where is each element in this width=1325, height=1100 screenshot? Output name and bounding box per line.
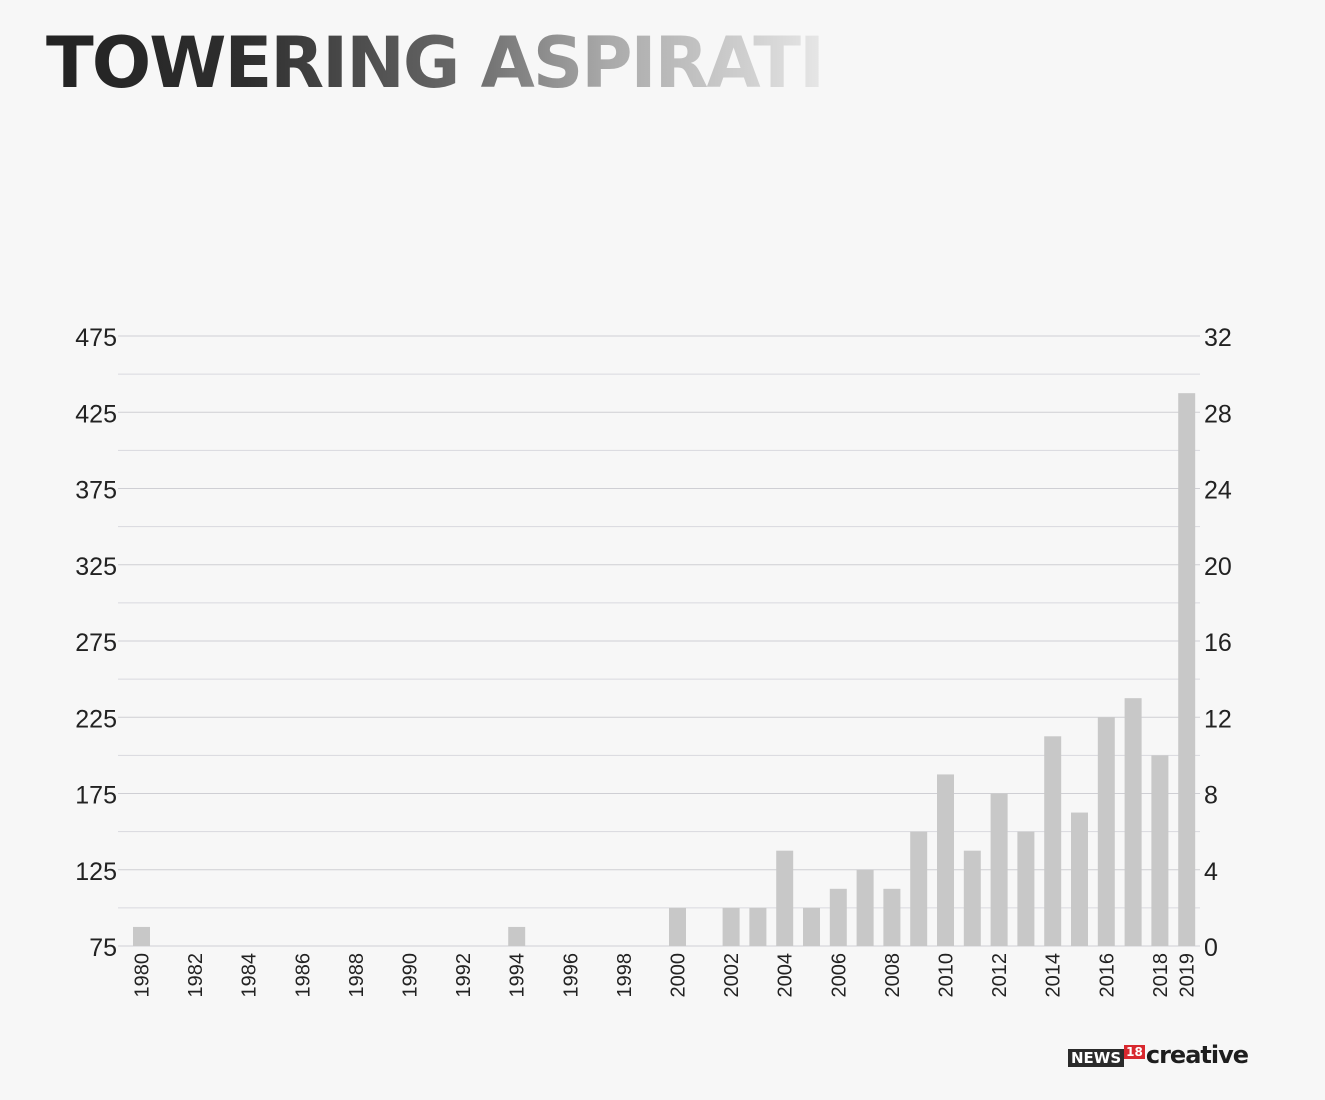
- right-tick-label: 24: [1204, 477, 1232, 505]
- left-tick-label: 125: [75, 858, 117, 886]
- right-tick-label: 12: [1204, 705, 1232, 733]
- left-tick-label: 325: [75, 553, 117, 581]
- bar-2009: [910, 831, 928, 946]
- x-tick-label: 1982: [185, 953, 207, 998]
- x-tick-label: 1998: [614, 953, 636, 998]
- logo-18: 18: [1124, 1045, 1145, 1059]
- logo-news: NEWS: [1068, 1049, 1125, 1067]
- x-tick-label: 2010: [936, 953, 958, 998]
- left-tick-label: 225: [75, 705, 117, 733]
- x-tick-label: 2002: [721, 953, 743, 998]
- x-tick-label: 2012: [989, 953, 1011, 998]
- x-tick-label: 2019: [1177, 953, 1199, 998]
- bar-2019: [1178, 393, 1196, 946]
- x-tick-label: 2008: [882, 953, 904, 998]
- right-tick-label: 28: [1204, 400, 1232, 428]
- left-tick-label: 425: [75, 400, 117, 428]
- news18-creative-logo: NEWS 18 creative: [1068, 1041, 1249, 1069]
- bars: [133, 393, 1196, 946]
- left-axis: 75 125 175 225 275 325 375 425 475: [75, 324, 117, 962]
- x-tick-label: 2004: [775, 953, 797, 998]
- bar-2014: [1044, 736, 1062, 946]
- x-tick-label: 2018: [1150, 953, 1172, 998]
- bar-2005: [803, 907, 820, 946]
- bar-2012: [990, 793, 1008, 946]
- bar-2004: [776, 850, 794, 946]
- bar-2015: [1071, 812, 1088, 946]
- x-tick-label: 1980: [132, 953, 154, 998]
- left-tick-label: 275: [75, 629, 117, 657]
- bar-2000: [669, 907, 686, 946]
- x-tick-label: 1988: [346, 953, 368, 998]
- x-tick-label: 2006: [828, 953, 850, 998]
- right-tick-label: 32: [1204, 324, 1232, 352]
- x-tick-label: 1990: [400, 953, 422, 998]
- x-axis: 1980 1982 1984 1986 1988 1990 1992 1994 1996 1998…: [132, 953, 1199, 998]
- bar-2017: [1124, 698, 1142, 946]
- bar-2006: [829, 888, 847, 946]
- bar-2008: [883, 888, 901, 946]
- left-tick-label: 475: [75, 324, 117, 352]
- bar-2002: [722, 907, 740, 946]
- left-tick-label: 175: [75, 782, 117, 810]
- left-tick-label: 375: [75, 477, 117, 505]
- x-tick-label: 1992: [453, 953, 475, 998]
- x-tick-label: 2000: [668, 953, 690, 998]
- chart-title: TOWERING ASPIRATI: [46, 22, 825, 104]
- bar-2011: [963, 850, 981, 946]
- logo-creative: creative: [1145, 1041, 1249, 1069]
- bar-1980: [133, 926, 150, 946]
- right-tick-label: 8: [1204, 782, 1218, 810]
- left-tick-label: 75: [89, 934, 117, 962]
- bar-1994: [508, 926, 526, 946]
- bar-2003: [749, 907, 767, 946]
- x-tick-label: 2014: [1043, 953, 1065, 998]
- bar-2018: [1151, 755, 1169, 946]
- bar-2007: [856, 869, 874, 946]
- right-axis: 0 4 8 12 16 20 24 28 32: [1204, 324, 1232, 962]
- x-tick-label: 2016: [1096, 953, 1118, 998]
- right-tick-label: 4: [1204, 858, 1218, 886]
- bar-2013: [1017, 831, 1035, 946]
- bar-2016: [1097, 717, 1115, 946]
- right-tick-label: 16: [1204, 629, 1232, 657]
- x-tick-label: 1986: [292, 953, 314, 998]
- x-tick-label: 1984: [239, 953, 261, 998]
- x-tick-label: 1994: [507, 953, 529, 998]
- bar-2010: [937, 774, 954, 946]
- right-tick-label: 0: [1204, 934, 1218, 962]
- gridlines: [118, 335, 1200, 947]
- right-tick-label: 20: [1204, 553, 1232, 581]
- x-tick-label: 1996: [560, 953, 582, 998]
